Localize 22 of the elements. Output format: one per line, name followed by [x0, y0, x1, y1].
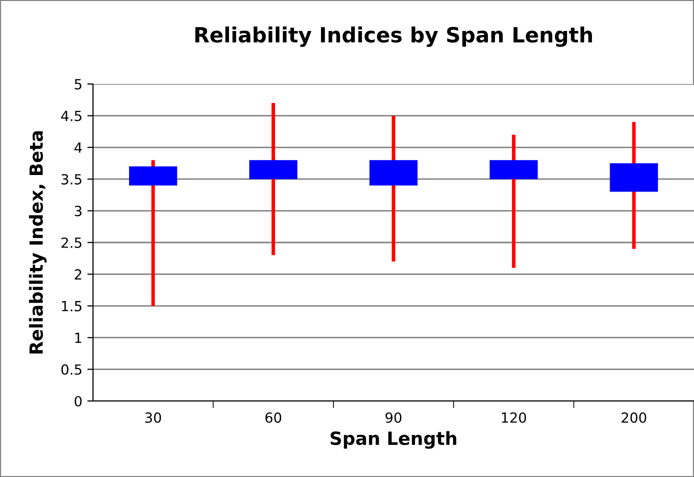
y-tick-label: 4.5: [61, 110, 82, 122]
x-tick-label: 120: [502, 412, 526, 423]
x-tick-label: 30: [145, 412, 162, 423]
y-tick-label: 1: [75, 332, 82, 343]
y-tick-label: 0.5: [61, 364, 82, 375]
candlestick: [490, 134, 538, 268]
candlestick: [249, 103, 298, 256]
y-axis-title: Reliability Index, Beta: [28, 131, 47, 354]
y-tick-label: 3: [74, 206, 82, 216]
y-tick-label: 1.5: [62, 301, 82, 312]
candlestick: [129, 160, 178, 306]
chart-title: Reliability Indices by Span Length: [195, 26, 592, 47]
y-tick-label: 5: [74, 79, 82, 90]
x-tick-label: 200: [622, 412, 646, 423]
y-tick-label: 4: [74, 142, 82, 153]
x-axis-title: Span Length: [330, 431, 456, 449]
y-tick-label: 2: [74, 269, 82, 280]
y-tick-label: 0: [74, 396, 82, 406]
x-tick-label: 90: [386, 412, 402, 423]
x-tick-label: 60: [265, 412, 282, 423]
y-tick-label: 2.5: [62, 237, 82, 248]
y-tick-label: 3.5: [62, 174, 82, 185]
